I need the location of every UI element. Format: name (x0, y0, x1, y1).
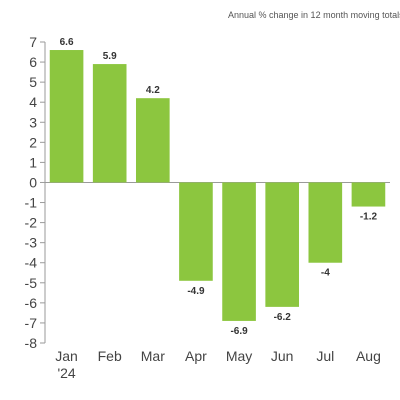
y-tick-label: 1 (29, 154, 37, 170)
data-label: -6.9 (230, 326, 248, 337)
y-tick-label: 5 (29, 74, 37, 90)
bars (49, 50, 386, 321)
y-tick-label: -6 (25, 295, 38, 311)
bar-mar (135, 98, 170, 183)
x-tick-label: Aug (356, 348, 381, 364)
bar-jun (265, 182, 300, 307)
data-label: 6.6 (60, 37, 74, 48)
bar-feb (92, 64, 127, 183)
x-tick-label: Jul (316, 348, 334, 364)
y-tick-label: -2 (25, 215, 38, 231)
y-tick-label: 3 (29, 114, 37, 130)
x-tick-label: Apr (185, 348, 207, 364)
y-tick-label: 2 (29, 134, 37, 150)
data-labels: 6.6 5.9 4.2 -4.9 -6.9 -6.2 -4 -1.2 (60, 37, 378, 337)
data-label: 5.9 (103, 51, 117, 62)
y-tick-label: 7 (29, 34, 37, 50)
x-tick-label: Jun (271, 348, 294, 364)
data-label: -1.2 (360, 212, 378, 223)
x-tick-label: May (226, 348, 252, 364)
y-tick-label: -5 (25, 275, 38, 291)
data-label: -4 (321, 268, 330, 279)
x-tick-sublabel: '24 (57, 365, 75, 381)
y-tick-label: 6 (29, 54, 37, 70)
x-tick-label: Mar (141, 348, 165, 364)
data-label: 4.2 (146, 85, 160, 96)
y-tick-label: -4 (25, 255, 38, 271)
bar-jul (308, 182, 343, 263)
y-tick-label: -7 (25, 315, 38, 331)
data-label: -6.2 (274, 312, 292, 323)
x-tick-label: Jan (55, 348, 78, 364)
x-axis: Jan'24 Feb Mar Apr May Jun Jul Aug (55, 348, 381, 381)
bar-may (222, 182, 256, 321)
bar-aug (351, 182, 386, 207)
chart-subtitle: Annual % change in 12 month moving total… (228, 10, 400, 20)
y-tick-label: 4 (29, 94, 37, 110)
x-tick-label: Feb (98, 348, 122, 364)
y-tick-label: 0 (29, 174, 37, 190)
y-tick-label: -8 (25, 335, 38, 351)
y-tick-label: -1 (25, 195, 38, 211)
bar-jan (49, 50, 84, 183)
bar-apr (179, 182, 213, 281)
data-label: -4.9 (187, 286, 205, 297)
y-axis: 7 6 5 4 3 2 1 0 -1 -2 -3 -4 -5 -6 -7 -8 (25, 34, 390, 351)
y-tick-label: -3 (25, 235, 38, 251)
